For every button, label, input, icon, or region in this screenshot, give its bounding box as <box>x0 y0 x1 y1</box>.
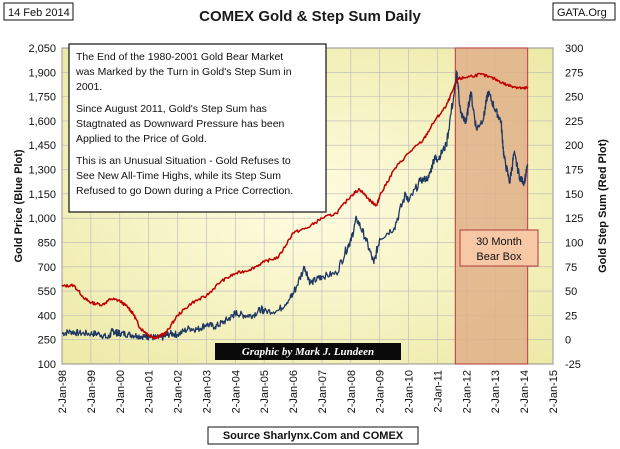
x-tick-label: 2-Jan-10 <box>404 370 416 413</box>
y-right-tick-label: 50 <box>565 286 577 298</box>
chart-title: COMEX Gold & Step Sum Daily <box>199 8 421 25</box>
y-right-tick-label: 0 <box>565 335 571 347</box>
note-text: The End of the 1980-2001 Gold Bear Marke… <box>75 51 293 197</box>
x-tick-label: 2-Jan-03 <box>201 370 213 413</box>
note-line: This is an Unusual Situation - Gold Refu… <box>76 155 291 167</box>
x-tick-label: 2-Jan-06 <box>288 370 300 413</box>
y-right-tick-label: 150 <box>565 189 583 201</box>
y-left-tick-label: 1,300 <box>28 165 56 177</box>
bear-box-label-box <box>459 229 539 267</box>
x-tick-label: 2-Jan-07 <box>317 370 329 413</box>
x-tick-label: 2-Jan-11 <box>432 370 444 413</box>
corner-left-box <box>3 2 74 21</box>
step-sum-line <box>61 72 529 340</box>
bear-box <box>454 47 529 365</box>
corner-right-label: GATA.Org <box>557 7 607 19</box>
y-left-label: Gold Price (Blue Plot) <box>13 149 25 262</box>
y-left-tick-label: 1,450 <box>28 140 56 152</box>
credit-box <box>215 343 401 360</box>
x-tick-label: 2-Jan-98 <box>57 370 69 413</box>
x-tick-label: 2-Jan-08 <box>346 370 358 413</box>
y-right-tick-label: 25 <box>565 310 577 322</box>
y-right-tick-label: 125 <box>565 213 583 225</box>
source-text: Source Sharlynx.Com and COMEX <box>223 430 404 442</box>
y-left-tick-label: 100 <box>38 359 56 371</box>
note-line: Stagtnated as Downward Pressure has been <box>76 118 285 130</box>
x-axis: 2-Jan-98 2-Jan-99 2-Jan-00 2-Jan-01 2-Jan-02… <box>57 370 560 413</box>
note-line: Applied to the Price of Gold. <box>76 133 207 145</box>
note-box <box>68 43 327 213</box>
y-left-tick-label: 700 <box>38 262 56 274</box>
y-left-tick-label: 400 <box>38 310 56 322</box>
bear-box-label-line: Bear Box <box>476 251 522 263</box>
y-right-tick-label: 300 <box>565 43 583 55</box>
x-tick-label: 2-Jan-99 <box>86 370 98 413</box>
note-line: Refused to go Down during a Price Correc… <box>76 185 293 197</box>
note-line: Since August 2011, Gold's Step Sum has <box>76 103 267 115</box>
note-line: The End of the 1980-2001 Gold Bear Marke… <box>76 51 283 63</box>
y-right-tick-label: -25 <box>565 359 581 371</box>
y-right-label: Gold Step Sum (Red Plot) <box>597 139 609 273</box>
y-left-tick-label: 1,000 <box>28 213 56 225</box>
y-left-tick-label: 1,150 <box>28 189 56 201</box>
x-tick-label: 2-Jan-15 <box>548 370 560 413</box>
y-right-tick-label: 275 <box>565 67 583 79</box>
source-box <box>207 426 419 445</box>
corner-right-box <box>552 2 616 21</box>
y-right-tick-label: 100 <box>565 237 583 249</box>
y-left-tick-label: 1,750 <box>28 92 56 104</box>
y-left-tick-label: 850 <box>38 237 56 249</box>
x-tick-label: 2-Jan-13 <box>490 370 502 413</box>
x-tick-label: 2-Jan-04 <box>230 370 242 413</box>
corner-left-date: 14 Feb 2014 <box>8 7 70 19</box>
x-tick-label: 2-Jan-12 <box>461 370 473 413</box>
note-line: was Marked by the Turn in Gold's Step Su… <box>75 66 292 78</box>
x-tick-label: 2-Jan-05 <box>259 370 271 413</box>
y-right-tick-label: 75 <box>565 262 577 274</box>
y-left-tick-label: 550 <box>38 286 56 298</box>
x-tick-label: 2-Jan-09 <box>375 370 387 413</box>
y-left-tick-label: 2,050 <box>28 43 56 55</box>
y-right-tick-label: 250 <box>565 92 583 104</box>
note-line: 2001. <box>76 81 102 93</box>
credit-text: Graphic by Mark J. Lundeen <box>242 346 374 358</box>
x-tick-label: 2-Jan-01 <box>144 370 156 413</box>
note-line: See New All-Time Highs, while its Step S… <box>76 170 281 182</box>
y-left-tick-label: 1,900 <box>28 67 56 79</box>
x-tick-label: 2-Jan-00 <box>115 370 127 413</box>
bear-box-label-line: 30 Month <box>476 236 522 248</box>
y-right-tick-label: 175 <box>565 165 583 177</box>
y-right-tick-label: 200 <box>565 140 583 152</box>
y-right-tick-label: 225 <box>565 116 583 128</box>
x-tick-label: 2-Jan-02 <box>173 370 185 413</box>
y-left-tick-label: 250 <box>38 335 56 347</box>
y-left-tick-label: 1,600 <box>28 116 56 128</box>
gold-price-line <box>61 70 529 341</box>
y-left-axis: 2,050 1,900 1,750 1,600 1,450 1,300 1,150 1,000… <box>28 43 56 371</box>
x-tick-label: 2-Jan-14 <box>519 370 531 413</box>
